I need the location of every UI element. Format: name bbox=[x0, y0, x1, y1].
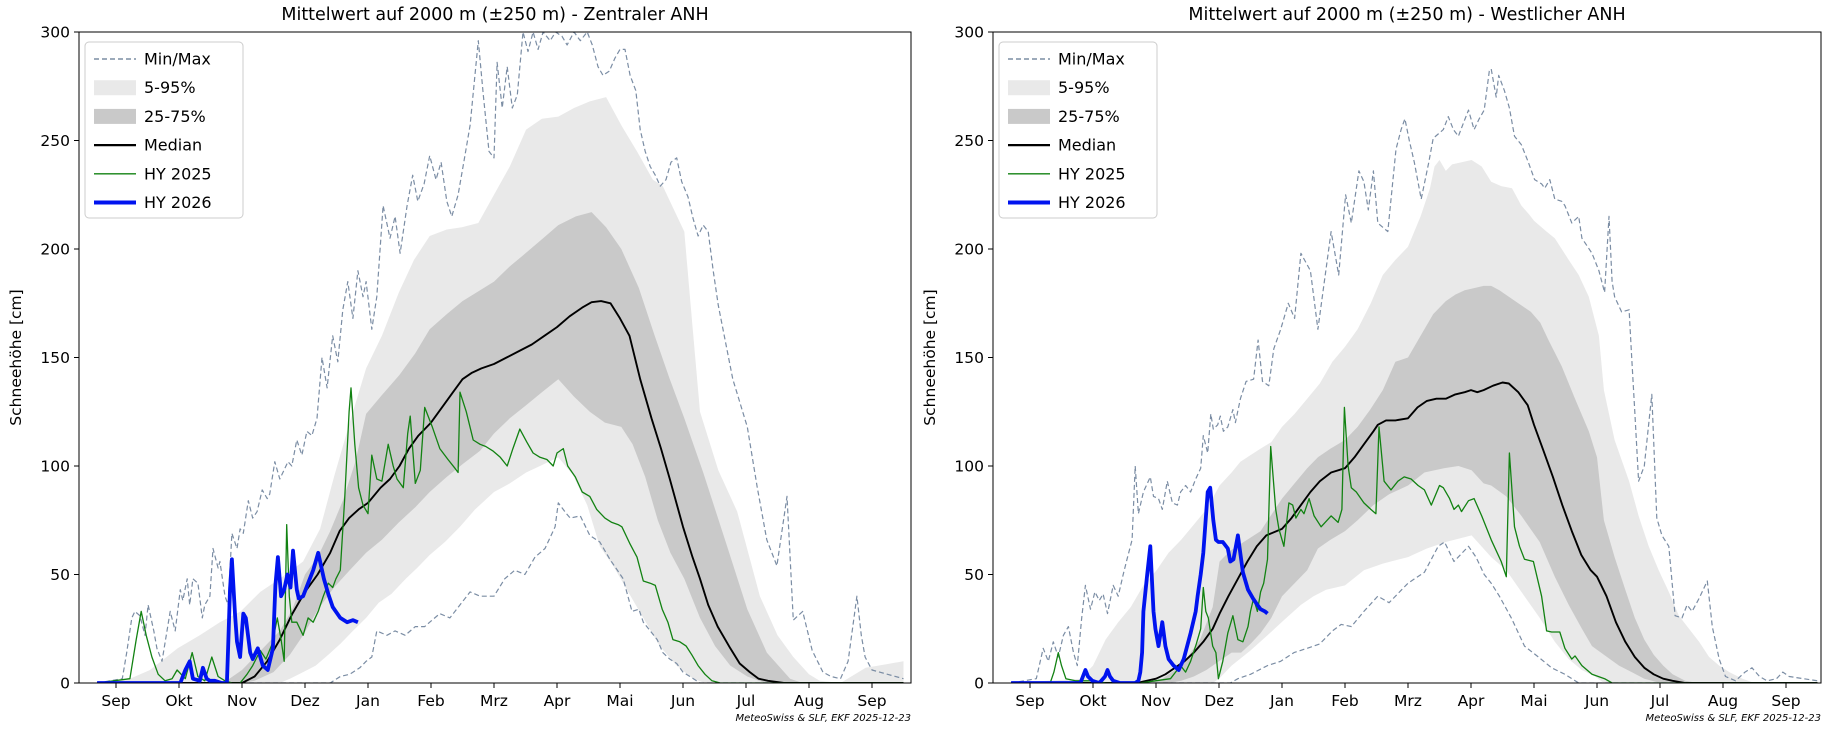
attribution-left: MeteoSwiss & SLF, EKF 2025-12-23 bbox=[735, 713, 911, 724]
chart-title-left: Mittelwert auf 2000 m (±250 m) - Zentral… bbox=[281, 5, 709, 25]
plot-canvas-westlicher-anh: Sep Okt Nov Dez Jan Feb Mrz Apr Mai Jun Jul Aug Sep 0… bbox=[921, 24, 1822, 710]
y-axis-label: Schneehöhe [cm] bbox=[921, 289, 939, 425]
legend-swatch-patch-light bbox=[94, 80, 136, 96]
y-tick-label: 100 bbox=[40, 458, 70, 476]
x-tick-label: Jan bbox=[1269, 692, 1294, 710]
max-line bbox=[1010, 68, 1818, 683]
legend-label: HY 2025 bbox=[144, 164, 212, 183]
x-tick-label: Dez bbox=[1204, 692, 1234, 710]
x-tick-label: Sep bbox=[101, 692, 130, 710]
band-25-75 bbox=[97, 212, 904, 683]
legend bbox=[84, 41, 244, 219]
x-tick-label: Aug bbox=[1708, 692, 1738, 710]
chart-title-right: Mittelwert auf 2000 m (±250 m) - Westlic… bbox=[1188, 5, 1626, 25]
min-line bbox=[1011, 541, 1818, 683]
y-tick-label: 100 bbox=[954, 458, 984, 476]
legend-label: HY 2025 bbox=[1058, 164, 1126, 183]
x-tick-label: Nov bbox=[227, 692, 257, 710]
legend-label: HY 2026 bbox=[144, 193, 212, 212]
plot-area bbox=[96, 32, 904, 683]
y-tick-label: 0 bbox=[60, 675, 70, 693]
x-tick-label: Okt bbox=[165, 692, 192, 710]
x-tick-label: Jul bbox=[1650, 692, 1670, 710]
x-tick-label: Jun bbox=[670, 692, 695, 710]
legend-label: 5-95% bbox=[1058, 78, 1110, 97]
x-tick-label: Mrz bbox=[1394, 692, 1422, 710]
x-tick-label: Mrz bbox=[480, 692, 508, 710]
hy2025-line bbox=[1011, 406, 1818, 683]
legend-swatch-patch-dark bbox=[94, 108, 136, 124]
x-tick-label: Jun bbox=[1584, 692, 1609, 710]
y-tick-label: 200 bbox=[954, 241, 984, 259]
legend-label: Min/Max bbox=[144, 50, 211, 69]
x-tick-label: Jan bbox=[355, 692, 380, 710]
legend-label: 5-95% bbox=[144, 78, 196, 97]
x-tick-label: Feb bbox=[417, 692, 444, 710]
x-tick-label: Dez bbox=[290, 692, 320, 710]
x-tick-label: Apr bbox=[544, 692, 571, 710]
plot-canvas-zentraler-anh: Sep Okt Nov Dez Jan Feb Mrz Apr Mai Jun Jul Aug Sep 0… bbox=[7, 24, 912, 710]
y-tick-label: 300 bbox=[954, 24, 984, 42]
max-line bbox=[96, 32, 904, 683]
legend-label: Min/Max bbox=[1058, 50, 1125, 69]
y-tick-label: 50 bbox=[50, 566, 70, 584]
y-tick-label: 0 bbox=[974, 675, 984, 693]
y-tick-label: 150 bbox=[40, 349, 70, 367]
y-tick-label: 250 bbox=[40, 132, 70, 150]
x-tick-label: Mai bbox=[606, 692, 633, 710]
legend-swatch-patch-dark bbox=[1008, 108, 1050, 124]
x-tick-label: Sep bbox=[1771, 692, 1800, 710]
x-tick-label: Sep bbox=[857, 692, 886, 710]
y-tick-label: 200 bbox=[40, 241, 70, 259]
median-line bbox=[1011, 381, 1818, 683]
legend bbox=[998, 41, 1158, 219]
legend-label: 25-75% bbox=[1058, 107, 1120, 126]
y-tick-label: 250 bbox=[954, 132, 984, 150]
legend-label: 25-75% bbox=[144, 107, 206, 126]
x-tick-label: Jul bbox=[736, 692, 756, 710]
hy2026-line bbox=[97, 548, 359, 683]
min-line bbox=[97, 502, 904, 683]
y-axis-label: Schneehöhe [cm] bbox=[7, 289, 25, 425]
y-tick-label: 300 bbox=[40, 24, 70, 42]
x-tick-label: Apr bbox=[1458, 692, 1485, 710]
x-tick-label: Okt bbox=[1079, 692, 1106, 710]
legend-label: Median bbox=[144, 136, 202, 155]
legend-label: HY 2026 bbox=[1058, 193, 1126, 212]
attribution-right: MeteoSwiss & SLF, EKF 2025-12-23 bbox=[1645, 713, 1821, 724]
median-line bbox=[97, 300, 904, 683]
x-tick-label: Nov bbox=[1141, 692, 1171, 710]
band-25-75 bbox=[1011, 285, 1818, 683]
x-tick-label: Feb bbox=[1331, 692, 1358, 710]
x-tick-label: Sep bbox=[1015, 692, 1044, 710]
legend-swatch-patch-light bbox=[1008, 80, 1050, 96]
legend-label: Median bbox=[1058, 136, 1116, 155]
plot-area bbox=[1010, 68, 1818, 683]
hy2026-line bbox=[1011, 485, 1269, 683]
y-tick-label: 50 bbox=[964, 566, 984, 584]
x-tick-label: Aug bbox=[794, 692, 824, 710]
x-tick-label: Mai bbox=[1520, 692, 1547, 710]
y-tick-label: 150 bbox=[954, 349, 984, 367]
hy2025-line bbox=[97, 387, 904, 683]
